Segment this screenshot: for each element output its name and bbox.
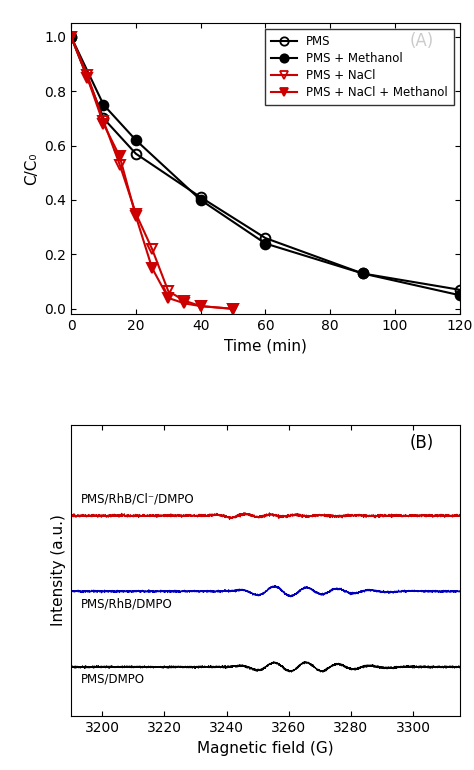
PMS + NaCl: [117, 160, 122, 169]
Line: PMS + Methanol: PMS + Methanol: [66, 32, 465, 300]
PMS + NaCl + Methanol: [117, 152, 122, 161]
PMS + NaCl: [149, 244, 155, 253]
Text: (B): (B): [409, 434, 434, 452]
PMS + NaCl: [68, 32, 74, 42]
PMS: [457, 285, 463, 294]
PMS + NaCl: [84, 70, 90, 79]
PMS + NaCl: [133, 209, 139, 218]
PMS + Methanol: [133, 136, 139, 145]
Text: PMS/DMPO: PMS/DMPO: [81, 673, 145, 686]
PMS + NaCl + Methanol: [182, 299, 187, 308]
PMS: [100, 114, 106, 123]
PMS + Methanol: [198, 196, 203, 205]
PMS: [198, 192, 203, 202]
PMS: [133, 149, 139, 159]
X-axis label: Time (min): Time (min): [224, 339, 307, 353]
Text: PMS/RhB/Cl⁻/DMPO: PMS/RhB/Cl⁻/DMPO: [81, 493, 194, 506]
X-axis label: Magnetic field (G): Magnetic field (G): [197, 741, 334, 755]
PMS: [360, 269, 365, 278]
Text: PMS/RhB/DMPO: PMS/RhB/DMPO: [81, 598, 172, 611]
PMS + Methanol: [457, 290, 463, 300]
PMS + NaCl + Methanol: [165, 293, 171, 303]
Y-axis label: C/C₀: C/C₀: [24, 152, 39, 185]
Text: (A): (A): [409, 32, 434, 50]
PMS + NaCl: [230, 304, 236, 313]
PMS + Methanol: [263, 239, 268, 248]
Y-axis label: Intensity (a.u.): Intensity (a.u.): [51, 514, 65, 627]
PMS + Methanol: [68, 32, 74, 42]
PMS + NaCl + Methanol: [68, 32, 74, 42]
PMS + Methanol: [100, 100, 106, 109]
PMS + NaCl: [198, 302, 203, 311]
PMS + NaCl + Methanol: [230, 304, 236, 313]
PMS + NaCl + Methanol: [149, 263, 155, 273]
Line: PMS + NaCl + Methanol: PMS + NaCl + Methanol: [66, 32, 238, 313]
Line: PMS + NaCl: PMS + NaCl: [66, 32, 238, 313]
PMS + NaCl + Methanol: [100, 119, 106, 129]
PMS + NaCl + Methanol: [198, 302, 203, 311]
PMS: [68, 32, 74, 42]
PMS + NaCl + Methanol: [84, 73, 90, 82]
PMS + NaCl: [100, 116, 106, 126]
PMS: [263, 233, 268, 243]
Legend: PMS, PMS + Methanol, PMS + NaCl, PMS + NaCl + Methanol: PMS, PMS + Methanol, PMS + NaCl, PMS + N…: [265, 29, 454, 105]
Line: PMS: PMS: [66, 32, 465, 295]
PMS + NaCl: [182, 296, 187, 305]
PMS + NaCl + Methanol: [133, 212, 139, 221]
PMS + NaCl: [165, 286, 171, 296]
PMS + Methanol: [360, 269, 365, 278]
